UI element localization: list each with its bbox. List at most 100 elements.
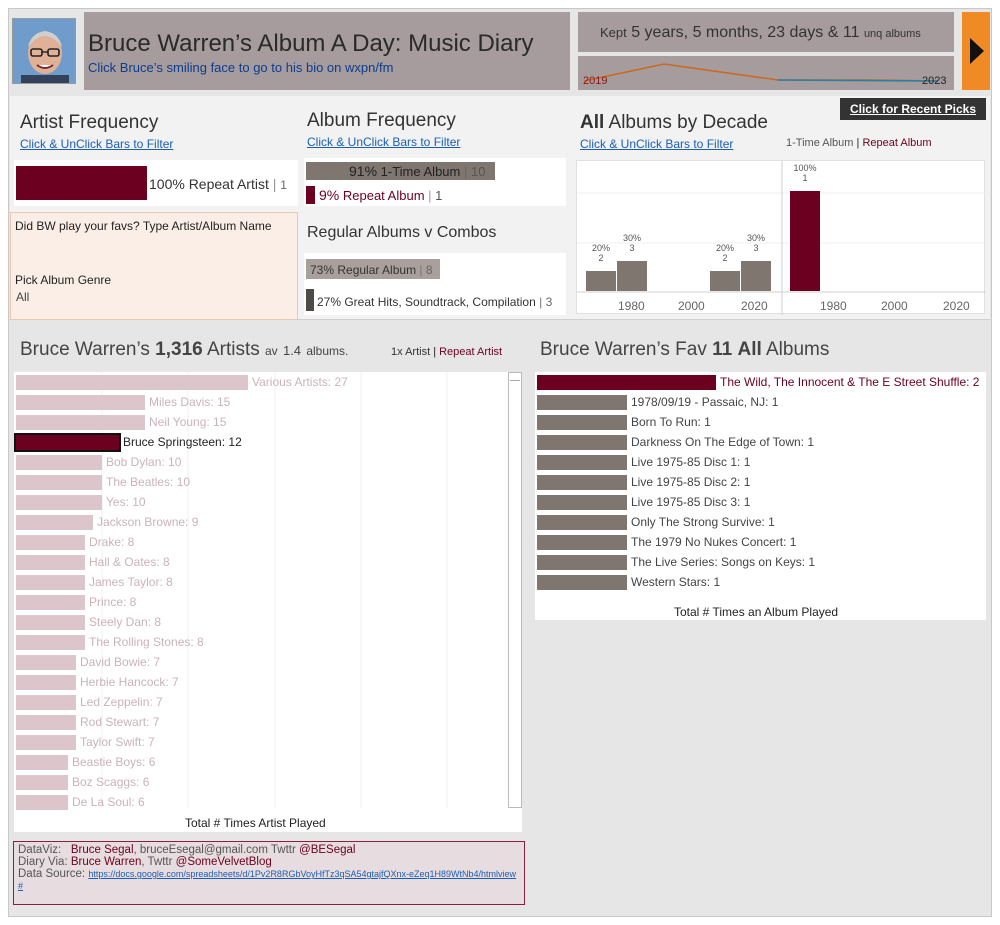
artist-bar[interactable] [16,775,68,790]
recent-picks-button[interactable]: Click for Recent Picks [840,98,986,120]
decade-count: 2 [598,253,604,263]
favorites-filter-panel [10,212,298,320]
decade-bar-label: 100% 1 [786,163,824,183]
artist-bar-label: Led Zeppelin: 7 [80,695,163,709]
artist-bar[interactable] [16,375,248,390]
artist-bar[interactable] [16,455,102,470]
decade-tick: 2000 [678,299,705,313]
artist-bar[interactable] [16,555,85,570]
artist-bar[interactable] [16,695,76,710]
source-link[interactable]: https://docs.google.com/spreadsheets/d/1… [18,869,517,891]
decade-bar-label: 20% 2 [582,243,620,263]
artist-bar-label: Boz Scaggs: 6 [72,775,150,789]
album-bar[interactable] [537,515,627,530]
artists-title: Bruce Warren’s 1,316 Artists av 1.4 albu… [20,339,348,361]
genre-label: Pick Album Genre [15,273,112,287]
av-value: 1.4 [282,343,302,358]
album-bar[interactable] [537,495,627,510]
album-bar-label: The Live Series: Songs on Keys: 1 [631,555,816,569]
regular-count: 8 [425,263,433,277]
artist-bar[interactable] [16,575,85,590]
artist-frequency-link[interactable]: Click & UnClick Bars to Filter [20,137,174,151]
credits-box: DataViz: Bruce Segal, bruceEsegal@gmail.… [13,841,525,905]
artists-scrollbar[interactable] [508,372,522,808]
repeat-artist-bar[interactable] [16,166,147,200]
artist-bar[interactable] [16,595,85,610]
repeat-artist-label: 100% Repeat Artist | 1 [149,176,287,192]
decade-link[interactable]: Click & UnClick Bars to Filter [580,137,734,151]
artist-bar[interactable] [16,655,76,670]
decade-tick: 2020 [741,299,768,313]
album-frequency-link[interactable]: Click & UnClick Bars to Filter [307,135,461,149]
album-bar-label: The 1979 No Nukes Concert: 1 [631,535,797,549]
album-bar[interactable] [537,475,627,490]
artist-bar-label: Bob Dylan: 10 [106,455,182,469]
artist-bar[interactable] [16,415,145,430]
decade-bar-repeat[interactable] [790,191,820,291]
artist-bar-label: Taylor Swift: 7 [80,735,155,749]
decade-tick: 2020 [943,299,970,313]
repeat-album-bar[interactable] [306,186,315,204]
decade-title-rest: Albums by Decade [608,112,768,133]
source-label: Data Source: [18,868,86,880]
album-bar[interactable] [537,535,627,550]
decade-pct: 100% [793,163,817,173]
decade-bar[interactable] [617,261,647,291]
artist-bar-label: David Bowie: 7 [80,655,161,669]
decade-bar[interactable] [710,271,740,291]
album-bar-label: The Wild, The Innocent & The E Street Sh… [720,375,980,389]
artist-bar[interactable] [16,395,145,410]
artist-bar[interactable] [16,635,85,650]
kept-duration: 5 years, 5 months, 23 days & [631,24,839,41]
dataviz-twitter[interactable]: @BESegal [299,844,356,856]
repeat-count: 1 [435,188,443,203]
artist-bar[interactable] [16,735,76,750]
artist-bar[interactable] [16,615,85,630]
combo-album-label: 27% Great Hits, Soundtrack, Compilation … [317,295,553,309]
regular-text: 73% Regular Album [310,263,417,277]
regular-album-bar[interactable] [306,259,440,279]
album-bar-label: Only The Strong Survive: 1 [631,515,775,529]
spark-end-label: 2023 [922,75,947,87]
next-page-button[interactable] [962,12,990,90]
one-time-album-bar[interactable] [306,162,495,180]
albums-title-rest: Albums [766,339,830,360]
artist-bar[interactable] [16,495,102,510]
diary-twitter[interactable]: @SomeVelvetBlog [175,856,272,868]
combo-album-bar[interactable] [306,289,314,311]
album-bar[interactable] [537,575,627,590]
albums-title-prefix: Bruce Warren’s Fav [540,339,707,360]
album-bar[interactable] [537,455,627,470]
albums-axis-title: Total # Times an Album Played [674,605,839,619]
artist-bar[interactable] [16,535,85,550]
artists-legend: 1x Artist | Repeat Artist [391,346,502,358]
legend-repeat-artist: Repeat Artist [439,346,503,358]
album-bar[interactable] [537,395,627,410]
legend-sep-2: | [433,346,437,358]
decade-count: 3 [753,243,759,253]
artist-bar[interactable] [16,755,68,770]
artist-bar[interactable] [16,715,76,730]
genre-select[interactable]: All [16,290,30,304]
artist-bar[interactable] [16,675,76,690]
one-time-text: 1-Time Album [380,164,461,179]
album-bar[interactable] [537,375,716,390]
bio-link[interactable]: Click Bruce’s smiling face to go to his … [88,60,394,75]
scroll-up-handle[interactable] [510,374,520,381]
diary-twitter-label: , Twttr [141,856,173,868]
artist-bar-label: The Beatles: 10 [106,475,191,489]
bruce-avatar[interactable] [12,18,76,84]
artist-bar[interactable] [14,433,121,452]
decade-pct: 20% [591,243,610,253]
artist-bar-label: Prince: 8 [89,595,137,609]
artist-bar[interactable] [16,475,102,490]
decade-bar[interactable] [586,271,616,291]
artist-bar[interactable] [16,795,68,810]
album-bar[interactable] [537,555,627,570]
album-bar[interactable] [537,415,627,430]
album-bar[interactable] [537,435,627,450]
artist-bar[interactable] [16,515,93,530]
repeat-artist-text: 100% Repeat Artist [149,176,269,192]
decade-bar[interactable] [741,261,771,291]
decade-bar-label: 30% 3 [737,233,775,253]
